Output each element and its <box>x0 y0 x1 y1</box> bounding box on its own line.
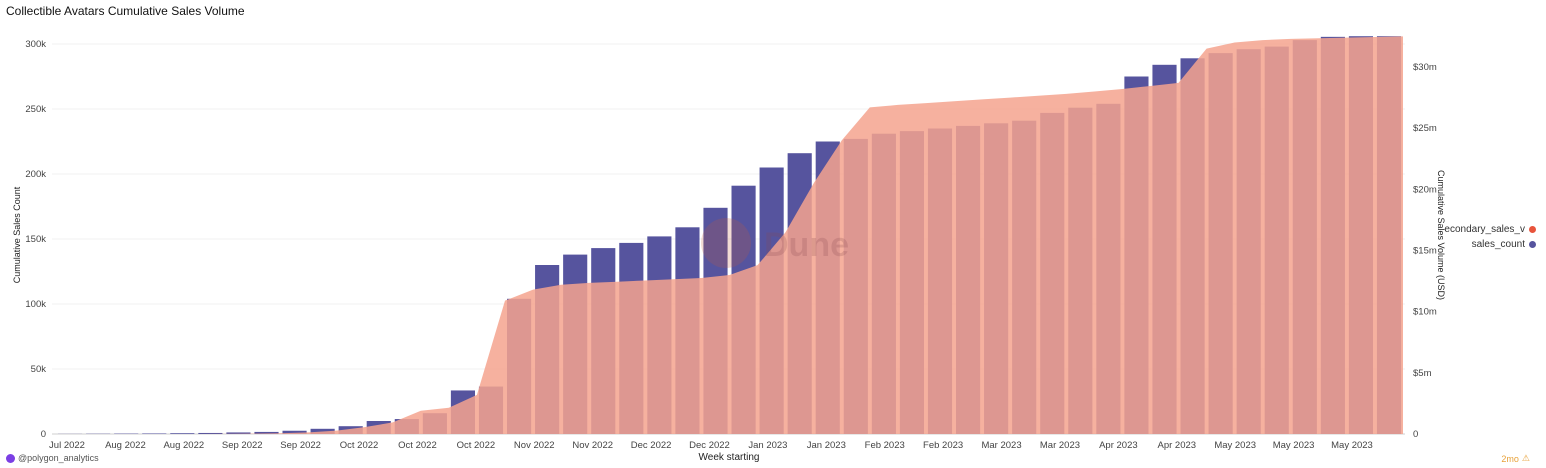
legend-label-secondary-sales: secondary_sales_v <box>1444 224 1525 235</box>
x-tick-label: May 2023 <box>1273 440 1315 451</box>
y-tick-label: 100k <box>25 299 46 310</box>
age-label: 2mo <box>1501 453 1519 464</box>
x-tick-label: Jan 2023 <box>807 440 846 451</box>
legend-item-sales-count[interactable]: sales_count <box>1444 237 1536 252</box>
x-tick-label: Dec 2022 <box>631 440 672 451</box>
sales-count-bar[interactable] <box>170 433 195 434</box>
x-tick-label: Aug 2022 <box>163 440 204 451</box>
watermark-text: Dune <box>764 226 849 264</box>
legend-label-sales-count: sales_count <box>1471 239 1525 250</box>
y-tick-label: 200k <box>25 169 46 180</box>
x-tick-label: Feb 2023 <box>865 440 905 451</box>
sales-count-bar[interactable] <box>198 432 223 434</box>
y2-tick-label: 0 <box>1413 429 1418 440</box>
y2-tick-label: $30m <box>1413 62 1437 73</box>
data-age-badge[interactable]: 2mo ⚠ <box>1501 453 1530 464</box>
x-tick-label: Apr 2023 <box>1157 440 1196 451</box>
y-tick-label: 50k <box>31 364 47 375</box>
polygon-logo-icon <box>6 453 15 463</box>
x-tick-label: Oct 2022 <box>457 440 496 451</box>
x-tick-label: Jan 2023 <box>748 440 787 451</box>
x-tick-label: Apr 2023 <box>1099 440 1138 451</box>
source-label: @polygon_analytics <box>18 453 99 463</box>
sales-count-bar[interactable] <box>142 433 167 434</box>
sales-count-bar[interactable] <box>226 432 251 434</box>
y2-tick-label: $15m <box>1413 246 1437 257</box>
warning-icon: ⚠ <box>1521 453 1530 463</box>
x-tick-label: Sep 2022 <box>280 440 321 451</box>
x-tick-label: Jul 2022 <box>49 440 85 451</box>
x-tick-label: Nov 2022 <box>572 440 613 451</box>
watermark-logo: Dune <box>701 218 849 268</box>
sales-count-bar[interactable] <box>310 428 335 434</box>
y-tick-label: 300k <box>25 39 46 50</box>
x-tick-label: May 2023 <box>1331 440 1373 451</box>
chart-legend: secondary_sales_v sales_count <box>1444 222 1536 252</box>
legend-dot-sales-count <box>1529 241 1536 248</box>
y-tick-label: 250k <box>25 104 46 115</box>
y2-tick-label: $10m <box>1413 307 1437 318</box>
y-axis-title: Cumulative Sales Count <box>12 186 22 283</box>
secondary-sales-area[interactable] <box>56 36 1403 435</box>
x-axis-title: Week starting <box>699 452 760 463</box>
x-tick-label: Oct 2022 <box>398 440 437 451</box>
y2-tick-label: $5m <box>1413 368 1432 379</box>
x-tick-label: Sep 2022 <box>222 440 263 451</box>
x-tick-label: Nov 2022 <box>514 440 555 451</box>
x-tick-label: Mar 2023 <box>1040 440 1080 451</box>
source-attribution[interactable]: @polygon_analytics <box>6 453 99 463</box>
chart-title: Collectible Avatars Cumulative Sales Vol… <box>6 4 245 18</box>
sales-count-bar[interactable] <box>254 431 279 434</box>
y-tick-label: 0 <box>41 429 46 440</box>
y2-axis-title: Cumulative Sales Volume (USD) <box>1436 170 1446 300</box>
x-tick-label: Aug 2022 <box>105 440 146 451</box>
legend-item-secondary-sales[interactable]: secondary_sales_v <box>1444 222 1536 237</box>
y-tick-label: 150k <box>25 234 46 245</box>
x-tick-label: Mar 2023 <box>981 440 1021 451</box>
legend-dot-secondary-sales <box>1529 226 1536 233</box>
y2-tick-label: $25m <box>1413 123 1437 134</box>
dune-logo-icon <box>701 218 751 268</box>
x-tick-label: Feb 2023 <box>923 440 963 451</box>
sales-count-bar[interactable] <box>282 430 307 434</box>
x-tick-label: May 2023 <box>1214 440 1256 451</box>
y2-tick-label: $20m <box>1413 184 1437 195</box>
x-tick-label: Dec 2022 <box>689 440 730 451</box>
x-tick-label: Oct 2022 <box>340 440 379 451</box>
